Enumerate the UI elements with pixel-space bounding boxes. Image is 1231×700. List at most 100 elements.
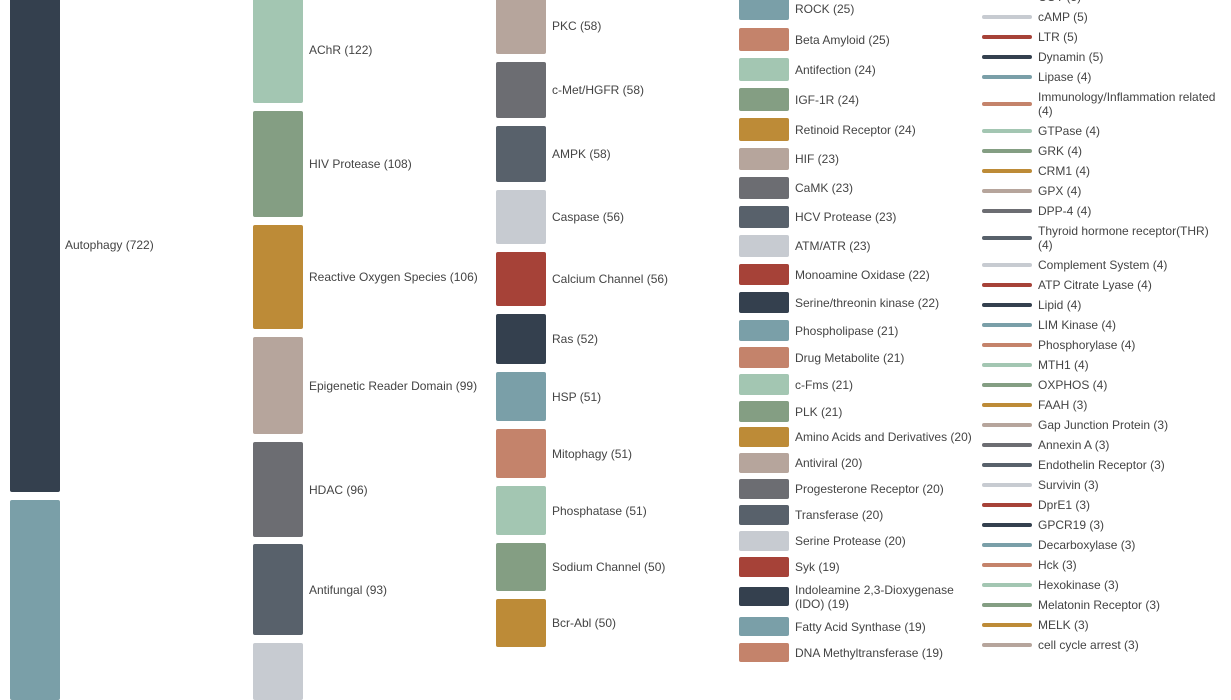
line-marker-gtpase[interactable] [982,129,1032,133]
line-marker-dynamin[interactable] [982,55,1032,59]
bar-amino-acids-and-derivatives[interactable] [739,427,789,447]
bar-syk[interactable] [739,557,789,577]
bar-label-fatty-acid-synthase: Fatty Acid Synthase (19) [795,619,926,634]
bar-label-phosphatase: Phosphatase (51) [552,503,647,518]
bar-retinoid-receptor[interactable] [739,118,789,141]
line-marker-dpre1[interactable] [982,503,1032,507]
line-label-melatonin-receptor: Melatonin Receptor (3) [1038,598,1161,612]
line-marker-hexokinase[interactable] [982,583,1032,587]
bar-label-pkc: PKC (58) [552,19,602,33]
bar-sodium-channel[interactable] [496,543,546,591]
line-label-grk: GRK (4) [1038,144,1083,158]
line-label-lim-kinase: LIM Kinase (4) [1038,318,1117,332]
line-marker-camp[interactable] [982,15,1032,19]
bar-label-atm-atr: ATM/ATR (23) [795,239,871,253]
line-label-endothelin-receptor: Endothelin Receptor (3) [1038,458,1165,472]
bar-c-fms[interactable] [739,374,789,395]
bar-plk[interactable] [739,401,789,422]
line-marker-ltr[interactable] [982,35,1032,39]
bar-label-hdac: HDAC (96) [309,482,368,497]
bar-autophagy[interactable] [10,0,60,492]
line-label-gpx: GPX (4) [1038,184,1082,198]
bar-blank[interactable] [10,500,60,700]
line-marker-immunology-inflammation-related[interactable] [982,102,1032,106]
line-marker-thyroid-hormone-receptor-thr[interactable] [982,236,1032,240]
line-marker-lipid[interactable] [982,303,1032,307]
line-marker-gpx[interactable] [982,189,1032,193]
line-label-melk: MELK (3) [1038,618,1089,632]
line-marker-survivin[interactable] [982,483,1032,487]
line-marker-grk[interactable] [982,149,1032,153]
bar-atm-atr[interactable] [739,235,789,257]
bar-hsp[interactable] [496,372,546,421]
bar-label-plk: PLK (21) [795,404,843,419]
bar-antiviral[interactable] [739,453,789,473]
line-marker-gpcr19[interactable] [982,523,1032,527]
bar-ras[interactable] [496,314,546,364]
bar-phospholipase[interactable] [739,320,789,341]
line-marker-oxphos[interactable] [982,383,1032,387]
bar-label-monoamine-oxidase: Monoamine Oxidase (22) [795,267,930,282]
line-label-cell-cycle-arrest: cell cycle arrest (3) [1038,638,1139,652]
line-marker-annexin-a[interactable] [982,443,1032,447]
bar-camk[interactable] [739,177,789,199]
line-marker-hck[interactable] [982,563,1032,567]
line-marker-dpp-4[interactable] [982,209,1032,213]
line-label-gap-junction-protein: Gap Junction Protein (3) [1038,418,1169,432]
bar-label-antiviral: Antiviral (20) [795,456,863,470]
bar-monoamine-oxidase[interactable] [739,264,789,285]
bar-achr[interactable] [253,0,303,103]
bar-bcr-abl[interactable] [496,599,546,647]
bar-transferase[interactable] [739,505,789,525]
bar-hdac[interactable] [253,442,303,537]
bar-mitophagy[interactable] [496,429,546,478]
line-marker-lipase[interactable] [982,75,1032,79]
line-marker-melatonin-receptor[interactable] [982,603,1032,607]
bar-indoleamine-2-3-dioxygenase-ido[interactable] [739,587,789,606]
line-label-dpp-4: DPP-4 (4) [1038,204,1092,218]
line-marker-lim-kinase[interactable] [982,323,1032,327]
bar-label-beta-amyloid: Beta Amyloid (25) [795,32,890,47]
bar-serine-protease[interactable] [739,531,789,551]
bar-serine-threonin-kinase[interactable] [739,292,789,313]
line-marker-gap-junction-protein[interactable] [982,423,1032,427]
bar-label-c-met-hgfr: c-Met/HGFR (58) [552,83,645,97]
bar-hif[interactable] [739,148,789,170]
bar-progesterone-receptor[interactable] [739,479,789,499]
bar-blank[interactable] [253,643,303,700]
bar-phosphatase[interactable] [496,486,546,535]
bar-antifungal[interactable] [253,544,303,635]
bar-beta-amyloid[interactable] [739,28,789,51]
bar-drug-metabolite[interactable] [739,347,789,368]
bar-ampk[interactable] [496,126,546,182]
bar-caspase[interactable] [496,190,546,244]
line-label-mth1: MTH1 (4) [1038,358,1089,372]
line-marker-decarboxylase[interactable] [982,543,1032,547]
line-label-hexokinase: Hexokinase (3) [1038,578,1119,592]
bar-hcv-protease[interactable] [739,206,789,228]
line-marker-atp-citrate-lyase[interactable] [982,283,1032,287]
bar-igf-1r[interactable] [739,88,789,111]
line-label-crm1: CRM1 (4) [1038,164,1091,178]
line-marker-cell-cycle-arrest[interactable] [982,643,1032,647]
bar-epigenetic-reader-domain[interactable] [253,337,303,434]
bar-hiv-protease[interactable] [253,111,303,217]
bar-label-rock: ROCK (25) [795,1,855,16]
line-marker-faah[interactable] [982,403,1032,407]
line-label-dynamin: Dynamin (5) [1038,50,1104,64]
bar-c-met-hgfr[interactable] [496,62,546,118]
line-marker-complement-system[interactable] [982,263,1032,267]
line-marker-crm1[interactable] [982,169,1032,173]
bar-calcium-channel[interactable] [496,252,546,306]
line-marker-melk[interactable] [982,623,1032,627]
bar-pkc[interactable] [496,0,546,54]
bar-reactive-oxygen-species[interactable] [253,225,303,329]
line-marker-endothelin-receptor[interactable] [982,463,1032,467]
bar-rock[interactable] [739,0,789,20]
bar-fatty-acid-synthase[interactable] [739,617,789,636]
bar-label-autophagy: Autophagy (722) [65,238,154,252]
bar-antifection[interactable] [739,58,789,81]
bar-label-caspase: Caspase (56) [552,210,625,224]
line-marker-phosphorylase[interactable] [982,343,1032,347]
line-marker-mth1[interactable] [982,363,1032,367]
